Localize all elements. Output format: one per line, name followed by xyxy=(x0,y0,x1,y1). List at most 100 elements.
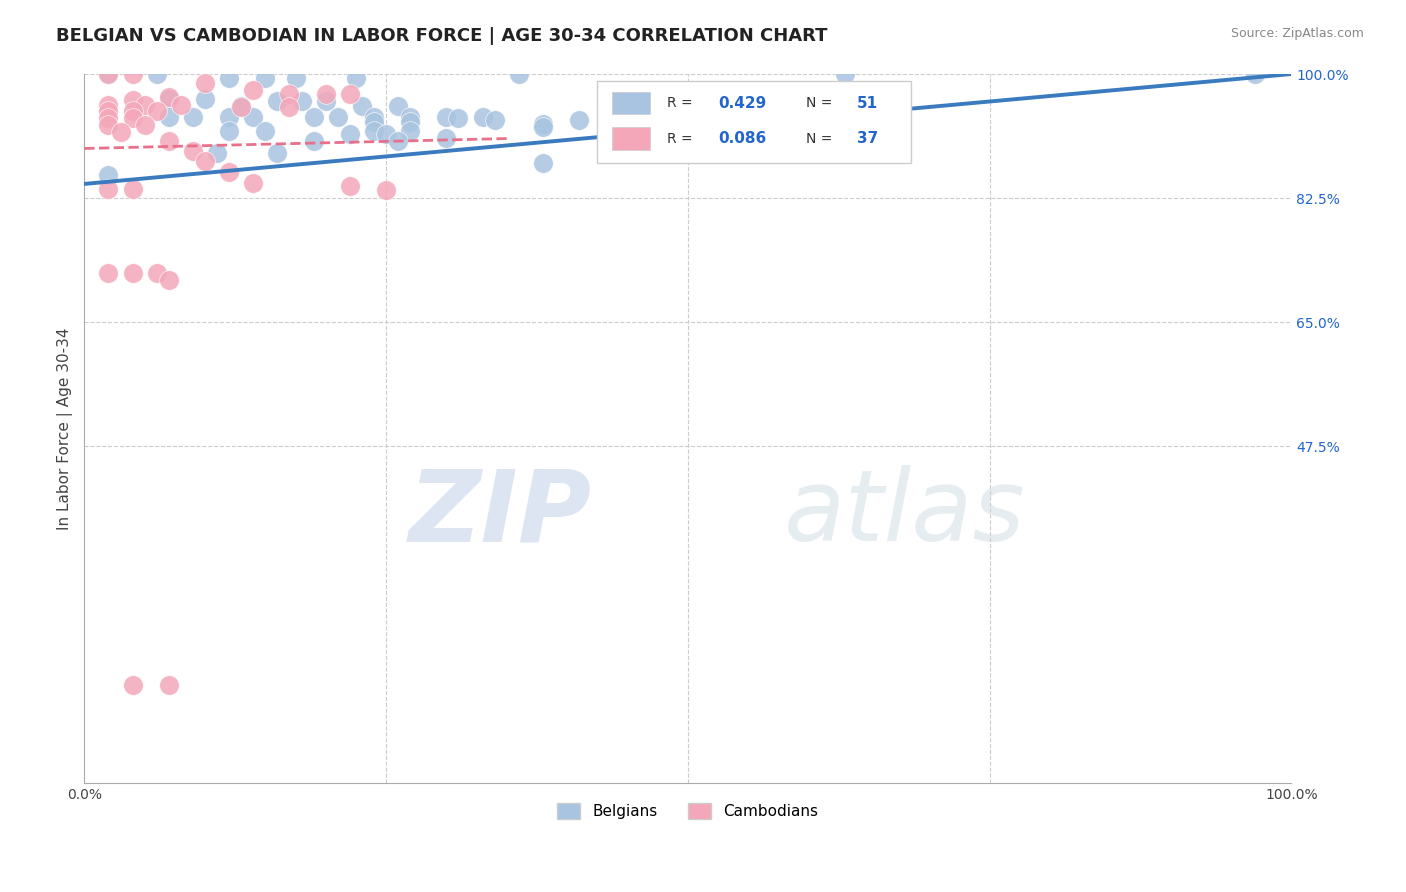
Point xyxy=(97,67,120,81)
Point xyxy=(121,111,143,125)
Point xyxy=(339,87,361,101)
Point xyxy=(350,99,373,113)
Text: N =: N = xyxy=(806,131,837,145)
FancyBboxPatch shape xyxy=(612,128,651,150)
Point xyxy=(628,134,651,148)
Point xyxy=(97,111,120,125)
Point xyxy=(121,103,143,118)
Point xyxy=(231,100,253,114)
Point xyxy=(278,87,301,101)
Point xyxy=(145,67,167,81)
Point xyxy=(157,272,180,286)
Point xyxy=(387,134,409,148)
Point xyxy=(605,113,627,128)
Point xyxy=(121,266,143,280)
Point xyxy=(134,97,156,112)
Point xyxy=(484,113,506,128)
Point xyxy=(531,120,554,135)
Point xyxy=(399,124,422,138)
FancyBboxPatch shape xyxy=(612,92,651,114)
Point xyxy=(339,179,361,194)
Point xyxy=(315,87,337,101)
Point xyxy=(242,110,264,124)
Point xyxy=(326,110,349,124)
Point xyxy=(363,110,385,124)
Point xyxy=(344,70,367,85)
Point xyxy=(218,70,240,85)
Point xyxy=(121,93,143,107)
Point xyxy=(254,70,277,85)
Point xyxy=(97,266,120,280)
Point xyxy=(363,115,385,129)
Point xyxy=(181,110,204,124)
Point xyxy=(290,94,312,108)
Text: R =: R = xyxy=(668,131,697,145)
Point xyxy=(266,146,288,161)
Point xyxy=(110,125,132,139)
Point xyxy=(194,76,217,90)
Point xyxy=(531,117,554,131)
Y-axis label: In Labor Force | Age 30-34: In Labor Force | Age 30-34 xyxy=(58,327,73,530)
Point xyxy=(471,110,494,124)
Point xyxy=(97,67,120,81)
Point xyxy=(302,110,325,124)
Text: atlas: atlas xyxy=(785,465,1026,562)
Point xyxy=(121,67,143,81)
Point xyxy=(194,153,217,168)
Point xyxy=(157,92,180,106)
Point xyxy=(218,124,240,138)
Point xyxy=(205,146,228,161)
Point xyxy=(181,144,204,158)
Text: 0.086: 0.086 xyxy=(718,131,766,146)
Text: N =: N = xyxy=(806,96,837,110)
Point xyxy=(1244,67,1267,81)
Point xyxy=(508,67,530,81)
Point xyxy=(97,182,120,196)
Point xyxy=(834,67,856,81)
Text: BELGIAN VS CAMBODIAN IN LABOR FORCE | AGE 30-34 CORRELATION CHART: BELGIAN VS CAMBODIAN IN LABOR FORCE | AG… xyxy=(56,27,828,45)
Point xyxy=(605,122,627,136)
Point xyxy=(242,83,264,97)
Point xyxy=(157,678,180,692)
Point xyxy=(399,110,422,124)
Point xyxy=(194,92,217,106)
Point xyxy=(157,134,180,148)
Point xyxy=(121,678,143,692)
Point xyxy=(302,134,325,148)
Point xyxy=(231,99,253,113)
Point xyxy=(284,70,307,85)
Point xyxy=(134,118,156,132)
Point xyxy=(375,128,398,142)
Point xyxy=(821,141,844,155)
Text: Source: ZipAtlas.com: Source: ZipAtlas.com xyxy=(1230,27,1364,40)
Point xyxy=(254,124,277,138)
Point xyxy=(568,113,591,128)
FancyBboxPatch shape xyxy=(598,81,911,162)
Text: ZIP: ZIP xyxy=(408,465,592,562)
Point xyxy=(447,111,470,125)
Point xyxy=(387,99,409,113)
Point xyxy=(121,182,143,196)
Text: R =: R = xyxy=(668,96,697,110)
Point xyxy=(157,89,180,103)
Point xyxy=(278,100,301,114)
Legend: Belgians, Cambodians: Belgians, Cambodians xyxy=(551,797,824,825)
Point xyxy=(157,110,180,124)
Text: 51: 51 xyxy=(856,95,877,111)
Text: 37: 37 xyxy=(856,131,879,146)
Point xyxy=(434,131,457,145)
Point xyxy=(97,103,120,118)
Point xyxy=(145,103,167,118)
Point xyxy=(266,94,288,108)
Text: 0.429: 0.429 xyxy=(718,95,766,111)
Point xyxy=(218,110,240,124)
Point xyxy=(97,168,120,182)
Point xyxy=(145,266,167,280)
Point xyxy=(97,97,120,112)
Point xyxy=(375,183,398,197)
Point xyxy=(97,118,120,132)
Point xyxy=(399,115,422,129)
Point xyxy=(434,110,457,124)
Point xyxy=(242,176,264,190)
Point xyxy=(170,97,193,112)
